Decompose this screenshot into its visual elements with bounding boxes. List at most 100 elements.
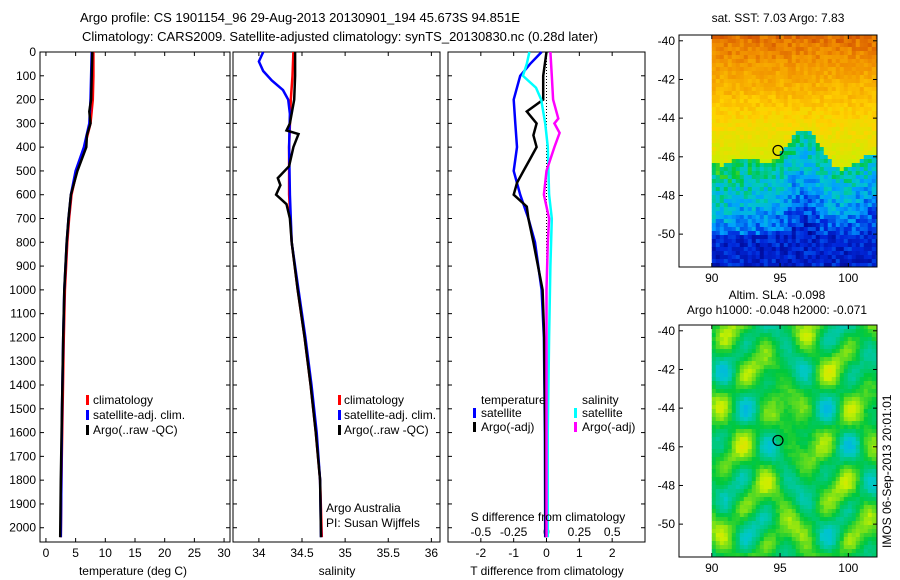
map-cell [819,361,825,366]
map-cell [731,251,737,256]
map-cell [827,553,833,557]
map-cell [819,103,825,108]
map-cell [843,119,849,124]
map-cell [863,537,869,542]
map-cell [755,251,761,256]
map-cell [783,179,789,184]
map-cell [767,75,773,80]
map-cell [839,63,845,68]
map-cell [811,481,817,486]
map-cell [815,401,821,406]
map-cell [851,135,857,140]
map-cell [739,63,745,68]
map-cell [835,191,841,196]
map-cell [783,231,789,236]
map-cell [847,373,853,378]
map-cell [755,79,761,84]
map-cell [859,489,865,494]
map-cell [719,337,725,342]
map-cell [847,263,853,267]
map-cell [759,99,765,104]
map-cell [747,537,753,542]
map-cell [815,505,821,510]
map-cell [719,251,725,256]
map-cell [767,373,773,378]
map-cell [787,393,793,398]
map-cell [859,481,865,486]
map-cell [767,505,773,510]
map-cell [835,171,841,176]
map-cell [803,243,809,248]
map-cell [779,541,785,546]
map-cell [775,87,781,92]
map-cell [763,409,769,414]
map-cell [831,231,837,236]
map-cell [755,99,761,104]
map-cell [807,215,813,220]
map-cell [843,333,849,338]
map-cell [851,239,857,244]
map-cell [767,99,773,104]
map-cell [739,159,745,164]
map-cell [827,473,833,478]
map-cell [719,477,725,482]
map-cell [711,263,717,267]
map-cell [755,187,761,192]
map-cell [787,191,793,196]
map-cell [755,413,761,418]
map-cell [771,175,777,180]
map-cell [831,521,837,526]
map-cell [783,361,789,366]
map-cell [851,397,857,402]
map-cell [759,533,765,538]
map-cell [751,211,757,216]
map-cell [835,337,841,342]
map-cell [831,429,837,434]
map-cell [843,337,849,342]
map-cell [723,341,729,346]
map-cell [819,255,825,260]
map-cell [727,341,733,346]
map-cell [755,191,761,196]
map-cell [779,385,785,390]
map-cell [731,421,737,426]
map-cell [807,187,813,192]
map-cell [807,497,813,502]
map-cell [779,337,785,342]
map-cell [803,401,809,406]
map-cell [711,541,717,546]
map-cell [787,517,793,522]
map-cell [815,203,821,208]
map-cell [823,59,829,64]
map-cell [795,83,801,88]
map-cell [851,91,857,96]
map-cell [863,255,869,260]
map-cell [851,59,857,64]
map-cell [727,143,733,148]
map-cell [787,473,793,478]
map-cell [791,449,797,454]
map-cell [767,345,773,350]
map-cell [795,115,801,120]
map-cell [763,357,769,362]
map-cell [863,183,869,188]
map-cell [767,365,773,370]
map-cell [747,417,753,422]
map-cell [835,55,841,60]
map-cell [831,55,837,60]
map-cell [795,183,801,188]
map-cell [743,357,749,362]
map-cell [715,409,721,414]
map-cell [871,59,877,64]
map-cell [719,263,725,267]
map-cell [827,163,833,168]
map-cell [795,119,801,124]
map-cell [827,263,833,267]
map-cell [747,369,753,374]
map-cell [727,227,733,232]
map-cell [791,95,797,100]
map-cell [799,163,805,168]
map-cell [787,47,793,52]
map-cell [831,537,837,542]
map-cell [787,429,793,434]
